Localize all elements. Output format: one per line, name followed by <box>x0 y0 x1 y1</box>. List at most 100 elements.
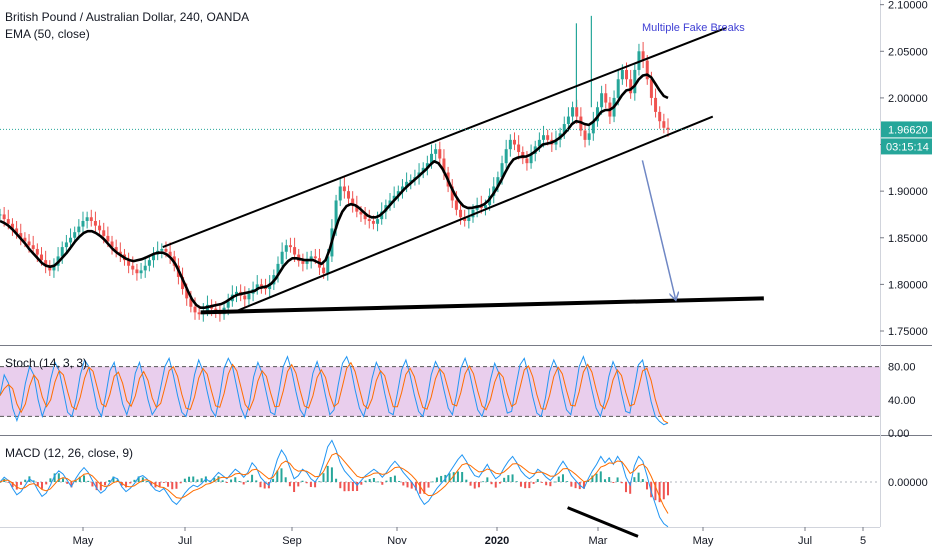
candle-body <box>322 267 326 274</box>
candle-body <box>127 260 131 266</box>
macd-hist-bar <box>641 479 644 482</box>
macd-hist-bar <box>486 477 489 482</box>
candle-body <box>512 139 516 145</box>
candle-body <box>6 219 10 224</box>
candle-body <box>189 298 193 307</box>
candle-body <box>19 233 23 238</box>
macd-signal-line <box>0 452 669 514</box>
macd-hist-bar <box>356 482 359 492</box>
candle-body <box>554 139 558 145</box>
y-tick-label: 2.00000 <box>888 93 928 105</box>
macd-legend: MACD (12, 26, close, 9) <box>5 446 133 460</box>
macd-hist-bar <box>645 482 648 490</box>
macd-hist-bar <box>57 473 60 482</box>
candle-body <box>566 116 570 125</box>
candle-body <box>662 121 666 128</box>
stoch-k-line <box>0 355 669 426</box>
macd-hist-bar <box>188 476 191 482</box>
macd-hist-bar <box>272 478 275 482</box>
macd-hist-bar <box>431 481 434 483</box>
candle-body <box>496 177 500 187</box>
candle-body <box>425 163 429 168</box>
lower-channel-line <box>232 115 714 314</box>
macd-hist-bar <box>255 480 258 482</box>
macd-hist-bar <box>490 482 493 485</box>
macd-hist-bar <box>221 480 224 482</box>
macd-hist-bar <box>171 482 174 490</box>
candle-body <box>525 158 529 164</box>
macd-hist-bar <box>242 482 245 485</box>
candle-body <box>421 167 425 173</box>
macd-hist-bar <box>360 482 363 485</box>
macd-hist-bar <box>482 481 485 483</box>
macd-hist-bar <box>32 480 35 482</box>
candle-body <box>467 217 471 221</box>
y-tick-label: 1.85000 <box>888 233 928 245</box>
macd-hist-bar <box>507 475 510 482</box>
macd-hist-bar <box>624 482 627 493</box>
x-tick-label: Jul <box>798 535 812 547</box>
candle-body <box>284 245 288 252</box>
macd-hist-bar <box>230 479 233 482</box>
candle-body <box>243 295 247 300</box>
macd-hist-bar <box>364 480 367 482</box>
candle-body <box>654 97 658 112</box>
macd-hist-bar <box>183 478 186 482</box>
macd-hist-bar <box>608 477 611 482</box>
candle-body <box>60 247 64 257</box>
macd-hist-bar <box>91 482 94 487</box>
candle-body <box>247 293 251 300</box>
macd-hist-bar <box>112 476 115 482</box>
ema-legend: EMA (50, close) <box>5 27 90 41</box>
candle-body <box>537 139 541 147</box>
macd-hist-bar <box>566 481 569 482</box>
candle-body <box>392 195 396 201</box>
macd-hist-bar <box>322 473 325 482</box>
macd-hist-bar <box>305 482 308 484</box>
macd-hist-bar <box>297 482 300 487</box>
macd-hist-bar <box>326 465 329 482</box>
macd-hist-bar <box>209 480 212 482</box>
candle-body <box>48 265 52 271</box>
candle-body <box>583 130 587 140</box>
macd-hist-bar <box>532 482 535 484</box>
macd-hist-bar <box>536 479 539 482</box>
macd-hist-bar <box>591 475 594 482</box>
macd-line <box>0 439 669 528</box>
candle-body <box>396 191 400 196</box>
candle-body <box>649 79 653 98</box>
candle-body <box>305 261 309 264</box>
candle-body <box>629 79 633 94</box>
macd-hist-bar <box>419 482 422 494</box>
candle-body <box>504 149 508 164</box>
macd-hist-bar <box>389 476 392 482</box>
macd-hist-bar <box>70 482 73 488</box>
candle-body <box>301 261 305 264</box>
candle-body <box>459 209 463 218</box>
macd-divergence-line <box>567 506 639 538</box>
last-price-label: 1.96620 <box>888 124 928 136</box>
candle-body <box>400 186 404 192</box>
candle-body <box>52 265 56 271</box>
candle-body <box>508 139 512 150</box>
candle-body <box>197 312 201 315</box>
macd-hist-bar <box>427 482 430 488</box>
stoch-y-tick-label: 40.00 <box>888 395 916 407</box>
candle-body <box>338 186 342 201</box>
countdown-badge <box>881 138 932 155</box>
macd-hist-bar <box>511 474 514 482</box>
candle-body <box>276 263 280 276</box>
candle-body <box>571 107 575 117</box>
macd-hist-bar <box>225 482 228 483</box>
macd-hist-bar <box>398 480 401 482</box>
macd-hist-bar <box>343 482 346 492</box>
candle-body <box>575 107 579 117</box>
candle-body <box>44 260 48 266</box>
x-tick-label: May <box>73 535 94 547</box>
macd-hist-bar <box>461 472 464 482</box>
candle-body <box>438 149 442 159</box>
candle-body <box>542 135 546 140</box>
macd-hist-bar <box>347 482 350 492</box>
candle-body <box>152 254 156 261</box>
